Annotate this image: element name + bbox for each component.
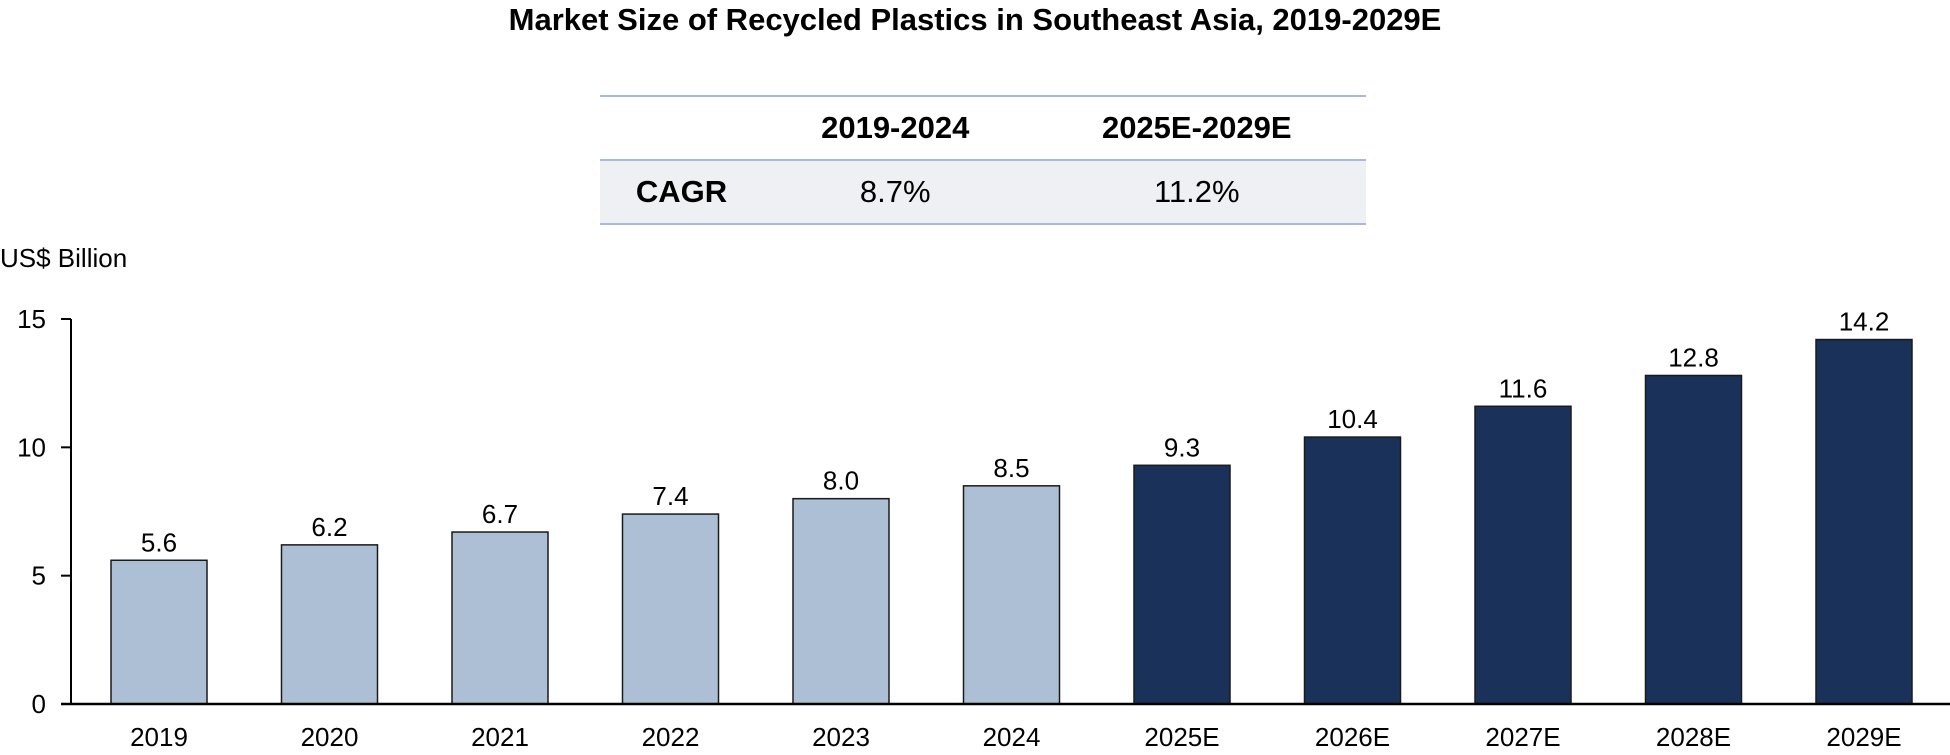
data-label-2019: 5.6 <box>141 527 177 557</box>
x-tick-label-2019: 2019 <box>130 722 188 752</box>
data-label-2028E: 12.8 <box>1668 342 1719 372</box>
cagr-header-empty <box>600 95 763 161</box>
cagr-header-period-2: 2025E-2029E <box>1027 95 1366 161</box>
y-axis-label: US$ Billion <box>0 243 128 273</box>
x-tick-label-2023: 2023 <box>812 722 870 752</box>
axes-group: 2019 2020 2021 2022 2023 2024 2025E 2026E 2027E 2… <box>17 304 1950 752</box>
cagr-table-header-row: 2019-2024 2025E-2029E <box>600 95 1366 161</box>
data-label-2021: 6.7 <box>482 499 518 529</box>
data-label-2020: 6.2 <box>311 512 347 542</box>
y-tick-label-5: 5 <box>32 561 46 591</box>
data-label-2026E: 10.4 <box>1327 404 1378 434</box>
x-tick-label-2027E: 2027E <box>1485 722 1560 752</box>
bar-2022 <box>621 513 720 705</box>
bar-2024 <box>962 485 1061 705</box>
y-tick-label-10: 10 <box>17 432 46 462</box>
data-label-2027E: 11.6 <box>1499 373 1548 403</box>
cagr-header-period-1: 2019-2024 <box>762 95 1028 161</box>
bar-2028E <box>1644 374 1743 705</box>
y-tick-label-0: 0 <box>32 689 46 719</box>
bar-2023 <box>792 497 890 705</box>
bars-group: 5.6 6.2 6.7 7.4 8.0 8.5 9.3 10.4 11.6 12.8 14.2 <box>110 307 1913 705</box>
cagr-value-period-2: 11.2% <box>1027 160 1366 225</box>
x-tick-label-2020: 2020 <box>301 722 359 752</box>
cagr-value-period-1: 8.7% <box>762 160 1028 225</box>
data-label-2024: 8.5 <box>993 453 1029 483</box>
data-label-2022: 7.4 <box>652 481 688 511</box>
data-label-2029E: 14.2 <box>1839 307 1890 337</box>
x-tick-label-2025E: 2025E <box>1144 722 1219 752</box>
cagr-table: 2019-2024 2025E-2029E CAGR 8.7% 11.2% <box>600 95 1366 225</box>
chart-title: Market Size of Recycled Plastics in Sout… <box>508 2 1442 37</box>
x-tick-label-2028E: 2028E <box>1656 722 1731 752</box>
x-tick-label-2026E: 2026E <box>1315 722 1390 752</box>
x-tick-label-2021: 2021 <box>471 722 529 752</box>
cagr-row-label: CAGR <box>600 160 763 225</box>
cagr-table-row: CAGR 8.7% 11.2% <box>600 160 1366 225</box>
bar-2021 <box>451 531 549 705</box>
x-tick-label-2029E: 2029E <box>1826 722 1901 752</box>
y-tick-label-15: 15 <box>17 304 46 334</box>
bar-2029E <box>1815 338 1913 705</box>
bar-2019 <box>110 559 208 705</box>
x-tick-label-2024: 2024 <box>983 722 1041 752</box>
x-tick-label-2022: 2022 <box>642 722 700 752</box>
bar-2025E <box>1133 464 1231 705</box>
bar-2027E <box>1474 405 1572 705</box>
bar-2020 <box>280 544 379 705</box>
bar-2026E <box>1303 436 1402 705</box>
data-label-2023: 8.0 <box>823 466 859 496</box>
data-label-2025E: 9.3 <box>1164 432 1200 462</box>
